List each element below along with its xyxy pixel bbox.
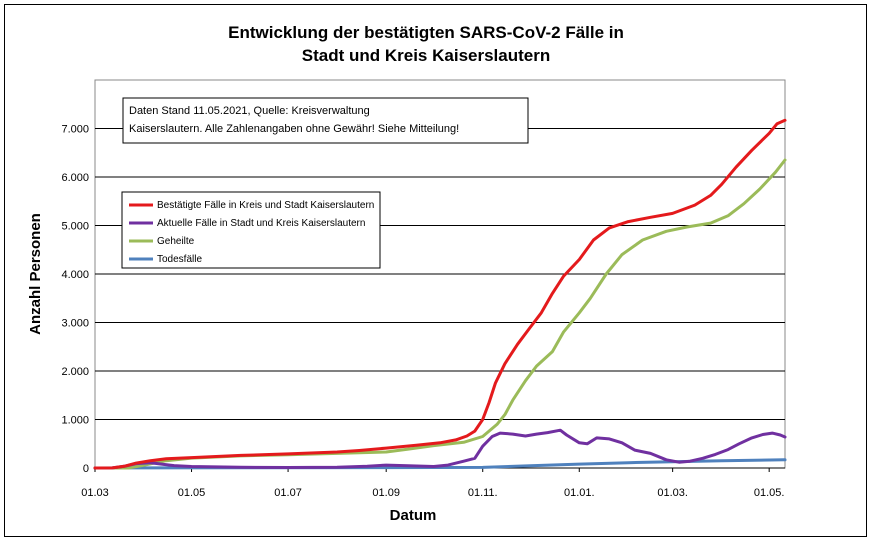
x-tick-label-5: 01.01. xyxy=(564,487,595,499)
series-lines xyxy=(93,118,787,470)
series-line-0 xyxy=(93,118,787,470)
legend-box xyxy=(121,191,381,269)
y-axis-title: Anzahl Personen xyxy=(27,213,44,335)
y-axis-ticks: 0 1.000 2.000 3.000 4.000 5.000 6.000 7.000 xyxy=(61,124,89,476)
x-tick-label-2: 01.07 xyxy=(274,487,302,499)
note-line-2: Kaiserslautern. Alle Zahlenangaben ohne … xyxy=(129,123,459,135)
chart: Entwicklung der bestätigten SARS-CoV-2 F… xyxy=(27,23,787,524)
chart-frame: Entwicklung der bestätigten SARS-CoV-2 F… xyxy=(4,4,867,537)
chart-title-line-1: Entwicklung der bestätigten SARS-CoV-2 F… xyxy=(228,23,624,42)
x-tick-label-3: 01.09 xyxy=(372,487,400,499)
y-tick-label-6: 6.000 xyxy=(61,172,89,184)
legend-label-0: Bestätigte Fälle in Kreis und Stadt Kais… xyxy=(157,200,374,211)
data-source-note: Daten Stand 11.05.2021, Quelle: Kreisver… xyxy=(122,97,529,144)
x-tick-label-6: 01.03. xyxy=(657,487,688,499)
legend-label-1: Aktuelle Fälle in Stadt und Kreis Kaiser… xyxy=(157,218,365,229)
y-tick-label-1: 1.000 xyxy=(61,415,89,427)
legend-label-3: Todesfälle xyxy=(157,254,202,265)
x-tick-label-7: 01.05. xyxy=(754,487,785,499)
x-tick-label-4: 01.11. xyxy=(468,487,498,499)
series-line-1 xyxy=(93,428,787,470)
y-tick-label-0: 0 xyxy=(83,463,89,475)
y-tick-label-3: 3.000 xyxy=(61,318,89,330)
legend: Bestätigte Fälle in Kreis und Stadt Kais… xyxy=(121,191,381,269)
x-axis-ticks: 01.03 01.05 01.07 01.09 01.11. 01.01. 01.03. 01… xyxy=(81,467,785,499)
y-tick-label-5: 5.000 xyxy=(61,221,89,233)
x-tick-label-1: 01.05 xyxy=(178,487,206,499)
x-tick-label-0: 01.03 xyxy=(81,487,109,499)
y-tick-label-4: 4.000 xyxy=(61,269,89,281)
y-tick-label-2: 2.000 xyxy=(61,366,89,378)
legend-label-2: Geheilte xyxy=(157,236,195,247)
chart-title-line-2: Stadt und Kreis Kaiserslautern xyxy=(302,46,550,65)
x-axis-title: Datum xyxy=(390,507,437,524)
note-line-1: Daten Stand 11.05.2021, Quelle: Kreisver… xyxy=(129,105,370,117)
y-tick-label-7: 7.000 xyxy=(61,124,89,136)
note-box xyxy=(122,97,529,144)
